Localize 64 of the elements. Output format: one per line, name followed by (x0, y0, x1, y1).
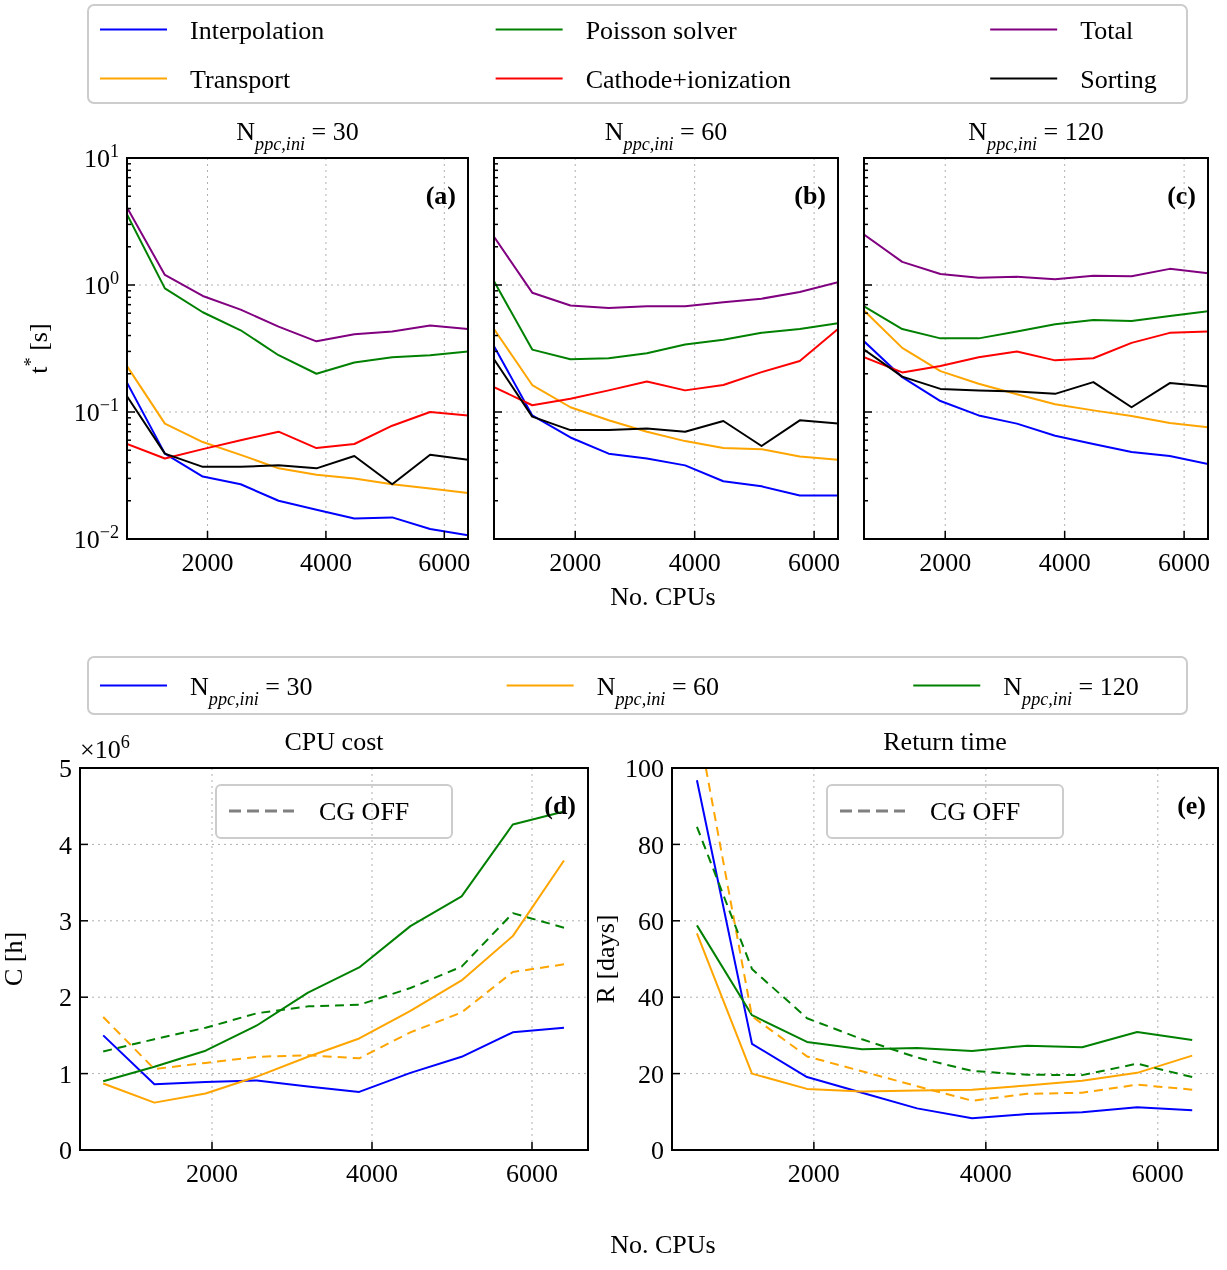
legend-label: Cathode+ionization (585, 64, 791, 94)
y-tick-label: 60 (638, 906, 664, 936)
x-tick-label: 2000 (186, 1159, 238, 1188)
y-axis-title: C [h] (0, 931, 28, 987)
x-tick-label: 4000 (959, 1159, 1012, 1188)
x-tick-label: 4000 (668, 548, 721, 577)
x-tick-label: 6000 (1158, 548, 1211, 577)
legend-title: CG OFF (319, 797, 410, 827)
line-series (127, 365, 468, 495)
legend-label: Interpolation (190, 15, 325, 45)
x-tick-label: 6000 (1131, 1159, 1184, 1188)
x-tick-label: 6000 (506, 1159, 558, 1188)
y-tick-label: 5 (59, 754, 72, 784)
legend-label: Sorting (1080, 64, 1157, 94)
legend-label: Total (1080, 15, 1134, 45)
line-series (127, 411, 468, 460)
x-tick-label: 6000 (418, 548, 471, 577)
y-tick-label: 10$^{0}$ (83, 268, 119, 301)
x-tick-label: 2000 (549, 548, 602, 577)
x-axis-title: No. CPUs (610, 582, 716, 611)
line-series (127, 213, 468, 375)
x-tick-label: 4000 (299, 548, 352, 577)
chart-title: N$_{ppc,ini}$ = 60 (604, 117, 728, 154)
legend-label: Transport (190, 64, 291, 94)
y-tick-label: 10$^{−1}$ (73, 395, 119, 428)
annotation: (c) (1167, 181, 1196, 210)
y-tick-label: 80 (638, 830, 664, 860)
legend-label: N$_{ppc,ini}$ = 60 (596, 671, 720, 709)
legend-label: Poisson solver (585, 15, 737, 45)
line-series (695, 825, 1194, 1079)
y-tick-label: 4 (59, 830, 72, 860)
line-series (102, 859, 565, 1104)
x-tick-label: 6000 (788, 548, 841, 577)
annotation: (e) (1177, 791, 1206, 820)
legend-label: N$_{ppc,ini}$ = 120 (1003, 671, 1139, 709)
legend-label: N$_{ppc,ini}$ = 30 (190, 671, 313, 709)
y-tick-label: 10$^{−2}$ (73, 522, 119, 555)
legend-title: CG OFF (930, 797, 1021, 827)
y-tick-label: 1 (59, 1059, 72, 1089)
y-tick-label: 0 (59, 1136, 72, 1166)
y-tick-label: 20 (638, 1059, 664, 1089)
line-series (102, 1026, 565, 1093)
text: ×10$^{6}$ (80, 732, 130, 764)
y-tick-label: 0 (651, 1136, 664, 1166)
y-tick-label: 10$^{1}$ (83, 141, 119, 174)
y-tick-label: 2 (59, 983, 72, 1013)
chart-title: N$_{ppc,ini}$ = 30 (236, 117, 359, 154)
line-series (127, 381, 468, 537)
chart-title: CPU cost (284, 727, 385, 756)
chart-title: N$_{ppc,ini}$ = 120 (968, 117, 1104, 154)
x-tick-label: 4000 (346, 1159, 398, 1188)
chart-title: Return time (883, 727, 1007, 756)
x-axis-title: No. CPUs (610, 1230, 716, 1259)
x-tick-label: 2000 (787, 1159, 840, 1188)
x-tick-label: 2000 (919, 548, 972, 577)
x-tick-label: 4000 (1038, 548, 1091, 577)
annotation: (b) (794, 181, 826, 210)
x-tick-label: 2000 (181, 548, 234, 577)
annotation: (d) (544, 791, 576, 820)
y-axis-title: R [days] (591, 914, 620, 1004)
y-tick-label: 3 (59, 906, 72, 936)
y-tick-label: 100 (625, 754, 664, 784)
annotation: (a) (425, 181, 456, 210)
y-tick-label: 40 (638, 983, 664, 1013)
